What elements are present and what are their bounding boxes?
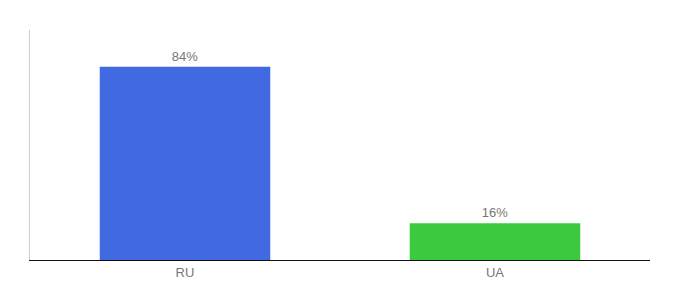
svg-text:RU: RU — [176, 265, 195, 280]
svg-text:16%: 16% — [482, 205, 508, 220]
svg-text:84%: 84% — [172, 49, 198, 64]
svg-text:UA: UA — [486, 265, 504, 280]
